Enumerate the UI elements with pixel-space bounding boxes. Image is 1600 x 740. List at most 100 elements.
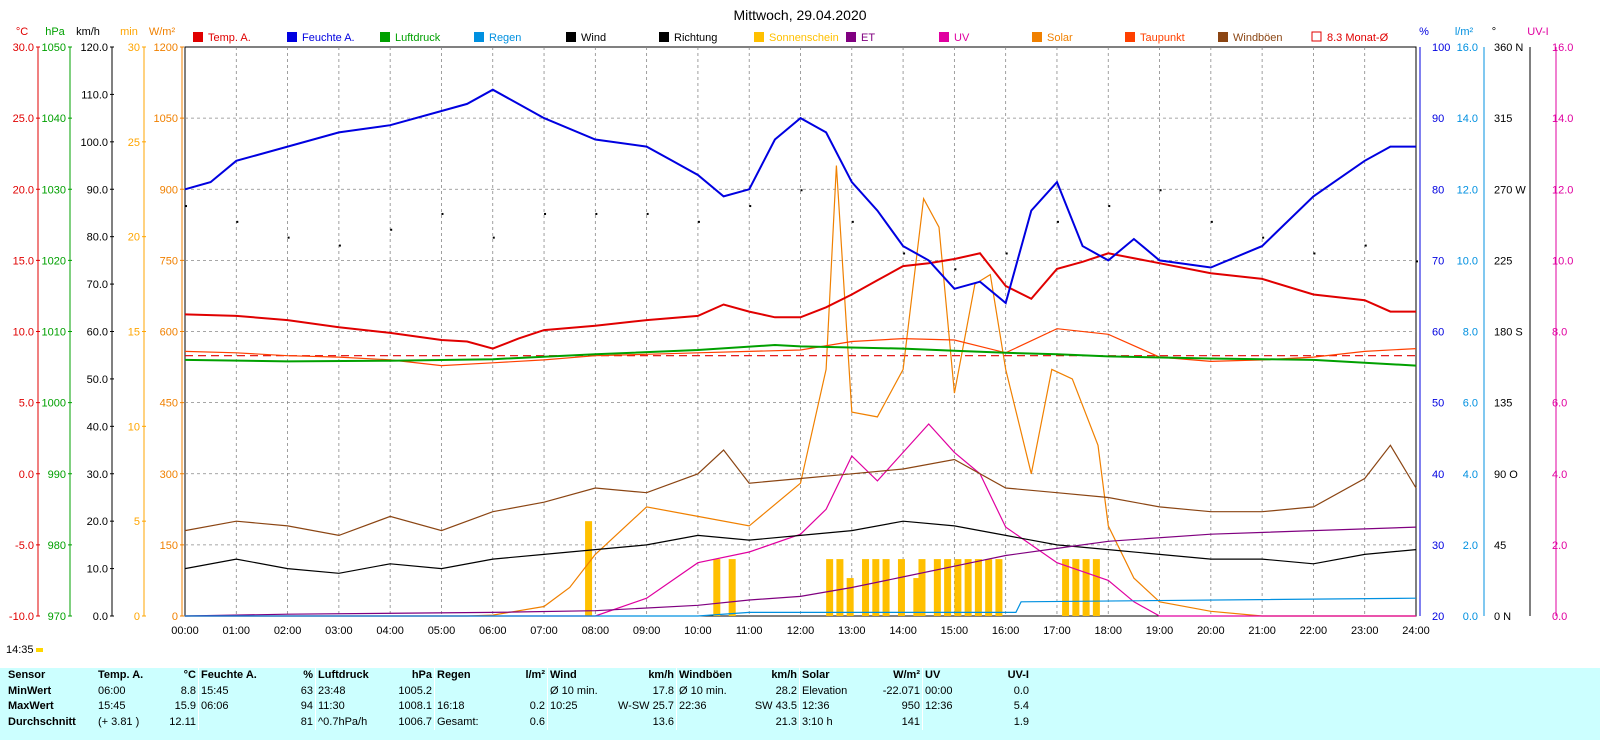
current-time: 14:35 [6,644,43,656]
stats-cell: Ø 10 min. [676,683,741,699]
legend-swatch [1032,32,1042,42]
sunshine-bar [1092,559,1100,616]
legend-label: UV [954,32,970,44]
stats-cell [434,683,493,699]
legend-swatch [939,32,949,42]
legend-label: Taupunkt [1140,32,1185,44]
stats-cell: 15:45 [198,683,265,699]
stats-header-solar: Solar [799,668,864,684]
stats-row-avg: Durchschnitt (+ 3.81 ) 12.11 81 ^0.7hPa/… [0,714,1031,730]
stats-header-regen: Regen [434,668,493,684]
axis-left-unit: hPa [45,26,65,38]
stats-cell: 11:30 [315,699,380,715]
axis-right-unit: UV-I [1527,26,1548,38]
axis-right-tick: 14.0 [1457,113,1478,125]
axis-x-tick: 17:00 [1043,625,1071,637]
stats-cell: 141 [901,715,920,728]
axis-x-tick: 09:00 [633,625,661,637]
series-line-luftdruck [184,343,1417,367]
sunshine-bar [918,559,926,616]
stats-header-uv: UV [922,668,977,684]
stats-cell: 950 [901,700,920,712]
axis-right-tick: 12.0 [1457,184,1478,196]
axis-left-tick: 30 [128,42,140,54]
sunshine-bar [933,559,941,616]
axis-right-tick: 80 [1432,184,1444,196]
direction-point [646,212,649,215]
axis-right-tick: 20 [1432,611,1444,623]
stats-cell: 21.3 [775,715,797,728]
axis-x-tick: 24:00 [1402,625,1430,637]
stats-cell: 23:48 [315,683,380,699]
sunshine-bar [585,521,593,616]
series-layer [184,88,1418,617]
axis-right-tick: 2.0 [1463,540,1478,552]
stats-cell: Ø 10 min. [547,683,608,699]
stats-cell: 94 [300,700,313,712]
axis-right-tick: 70 [1432,255,1444,267]
stats-header-solar-unit: W/m² [893,669,920,681]
series-line-uv [185,423,1416,617]
sunshine-bar [995,559,1003,616]
stats-header-feuchte: Feuchte A. [198,668,265,684]
axis-x-tick: 05:00 [428,625,456,637]
axis-left-tick: 1040 [42,113,66,125]
axis-left-tick: 80.0 [87,232,108,244]
direction-point [954,268,957,271]
direction-point [595,212,598,215]
axis-x-tick: 07:00 [530,625,558,637]
axis-left-tick: 30.0 [87,469,108,481]
axis-right-tick: 4.0 [1463,469,1478,481]
sunshine-bar [897,559,905,616]
legend-swatch [193,32,203,42]
axis-left-tick: 970 [48,611,66,623]
series-line-temp-a- [184,252,1416,350]
stats-header-row: Sensor Temp. A. °C Feuchte A. % Luftdruc… [0,668,1031,684]
axes: °C 30.0 25.0 20.0 15.0 10.0 5.0 0.0 -5.0 -10.0 hPa… [9,26,1574,637]
stats-cell: 81 [300,715,313,728]
axis-right-tick: 315 [1494,113,1512,125]
sun-icon [35,648,43,653]
stats-header-wind-unit: km/h [648,669,674,681]
series-line-solar [185,165,1416,617]
stats-cell: 0.6 [529,715,545,728]
axis-right-tick: 14.0 [1552,113,1573,125]
direction-point [1056,220,1059,223]
sunshine-bar [913,578,921,616]
axis-left-tick: 150 [160,540,178,552]
axis-left-tick: 1020 [42,255,66,267]
stats-cell: 12:36 [922,699,977,715]
chart-title: Mittwoch, 29.04.2020 [733,7,866,23]
stats-cell: W-SW 25.7 [617,700,674,712]
direction-point [1005,252,1008,255]
sunshine-bar [944,559,952,616]
axis-right-tick: 12.0 [1552,184,1573,196]
stats-header-temp-unit: °C [183,669,196,681]
axis-right-unit: ° [1492,26,1496,38]
stats-header-uv-unit: UV-I [1007,669,1029,681]
direction-point [1313,252,1316,255]
axis-left-unit: W/m² [149,26,176,38]
stats-header-luft: Luftdruck [315,668,380,684]
legend-label: Wind [581,32,606,44]
axis-right-tick: 16.0 [1552,42,1573,54]
stats-cell: 0.2 [529,700,545,712]
axis-x-tick: 00:00 [171,625,199,637]
axis-right-tick: 100 [1432,42,1450,54]
stats-cell: 0.0 [1013,684,1029,697]
axis-left-tick: 10 [128,421,140,433]
legend-swatch [754,32,764,42]
legend-swatch [1125,32,1135,42]
stats-header-boeen: Windböen [676,668,741,684]
axis-left-tick: 5.0 [19,398,34,410]
axis-right-tick: 30 [1432,540,1444,552]
stats-cell [547,714,608,730]
axis-left-tick: 0 [134,611,140,623]
axis-x-tick: 15:00 [941,625,969,637]
stats-cell: 8.8 [180,684,196,697]
legend-label: ET [861,32,875,44]
axis-left-tick: 20.0 [87,516,108,528]
axis-right-tick: 10.0 [1552,255,1573,267]
axis-left-tick: 25 [128,137,140,149]
stats-cell: (+ 3.81 ) [98,715,140,728]
